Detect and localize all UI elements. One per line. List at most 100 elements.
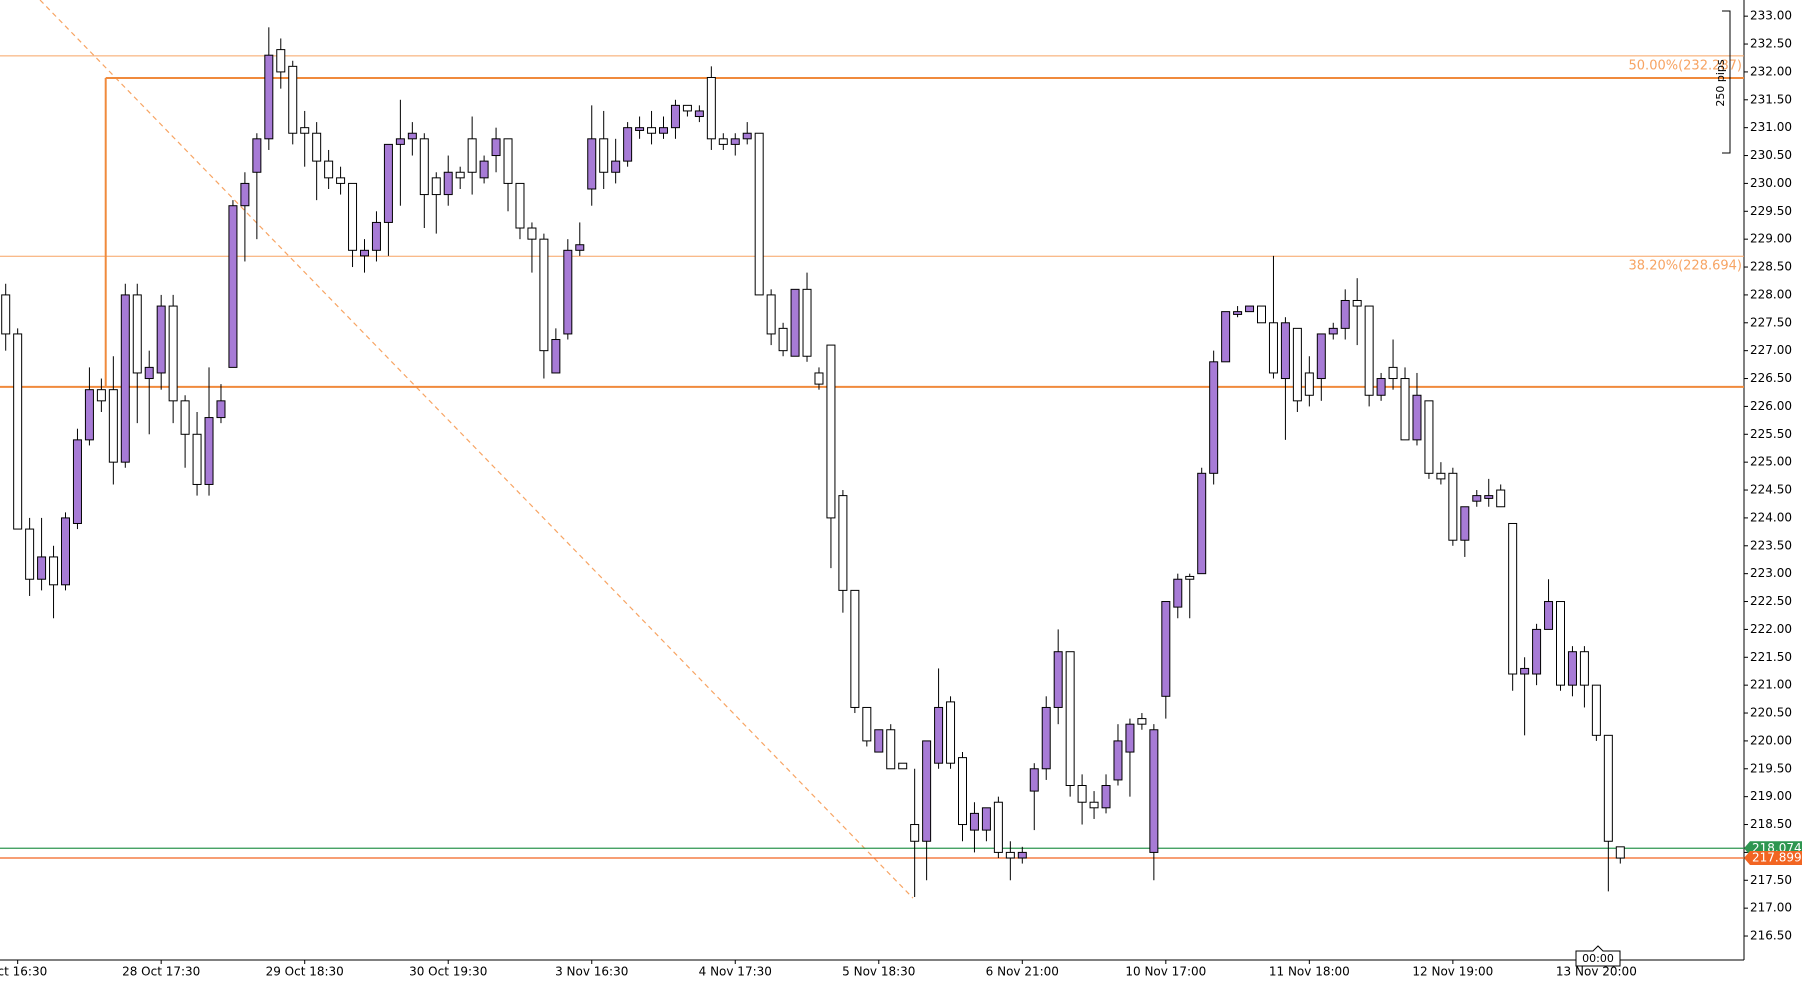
candle-body (240, 182, 250, 207)
candle-body (180, 400, 190, 435)
y-tick-label: 225.50 (1750, 427, 1792, 441)
candle-body (1053, 651, 1063, 708)
candle-body (72, 439, 82, 524)
cursor-time-box (1575, 945, 1621, 967)
candle-body (1400, 378, 1410, 441)
cursor-time-label: 00:00 (1582, 952, 1614, 965)
candle-body (383, 143, 393, 223)
candle-body (1364, 305, 1374, 396)
candle-body (1603, 734, 1613, 842)
candle-body (1340, 299, 1350, 329)
trend-line (39, 0, 914, 899)
candle-body (156, 305, 166, 374)
candle-body (730, 138, 740, 145)
candle-body (324, 160, 334, 179)
candle-body (551, 339, 561, 374)
candle-body (1567, 651, 1577, 686)
candle-body (635, 127, 645, 131)
y-tick-label: 222.00 (1750, 622, 1792, 636)
y-tick-label: 230.00 (1750, 176, 1792, 190)
candle-body (934, 706, 944, 764)
y-tick-label: 219.50 (1750, 761, 1792, 775)
candle-body (886, 729, 896, 770)
candle-body (527, 227, 537, 240)
candle-body (682, 104, 692, 112)
candle-body (1245, 305, 1255, 313)
candle-body (467, 138, 477, 173)
y-tick-label: 232.00 (1750, 64, 1792, 78)
y-tick-label: 227.50 (1750, 315, 1792, 329)
candle-body (862, 706, 872, 742)
candle-body (1209, 361, 1219, 474)
candle-body (802, 288, 812, 357)
candle-body (778, 327, 788, 352)
candle-body (718, 138, 728, 145)
candle-body (1268, 322, 1278, 374)
candle-body (1436, 472, 1446, 480)
candle-body (1197, 472, 1207, 575)
candle-body (539, 238, 549, 352)
candle-body (1544, 601, 1554, 630)
candle-body (958, 757, 967, 826)
candle-body (1065, 651, 1075, 787)
candle-body (1113, 740, 1123, 781)
y-tick-label: 219.00 (1750, 789, 1792, 803)
candle-body (1005, 851, 1015, 859)
candle-body (1137, 718, 1147, 725)
y-tick-label: 226.00 (1750, 399, 1792, 413)
candle-body (192, 433, 202, 485)
candle-body (611, 160, 621, 173)
y-tick-label: 229.50 (1750, 204, 1792, 218)
candle-body (922, 740, 932, 842)
y-tick-label: 216.50 (1750, 929, 1792, 943)
candle-body (1532, 628, 1542, 675)
candle-body (1591, 684, 1601, 736)
candle-body (790, 288, 800, 357)
x-tick-label: 29 Oct 18:30 (266, 965, 344, 979)
candle-body (168, 305, 178, 402)
y-tick-label: 218.50 (1750, 817, 1792, 831)
range-label: 250 pips (1714, 59, 1727, 107)
candle-body (443, 171, 453, 196)
candle-body (838, 495, 848, 591)
candle-body (419, 138, 429, 196)
x-tick-label: 30 Oct 19:30 (409, 965, 487, 979)
y-tick-label: 231.00 (1750, 120, 1792, 134)
candle-body (288, 65, 298, 134)
candle-body (1388, 366, 1398, 380)
candle-body (228, 205, 238, 368)
y-tick-label: 231.50 (1750, 92, 1792, 106)
candle-body (623, 127, 633, 162)
candle-body (407, 132, 417, 140)
candle-body (144, 366, 154, 380)
fib-level-label: 38.20%(228.694) (1629, 259, 1742, 274)
candle-body (969, 812, 979, 831)
candle-body (479, 160, 489, 179)
candle-body (336, 177, 346, 184)
y-tick-label: 225.00 (1750, 455, 1792, 469)
range-bracket (1722, 10, 1731, 154)
candle-body (371, 221, 381, 251)
x-tick-label: 3 Nov 16:30 (555, 965, 628, 979)
candle-body (1508, 522, 1518, 675)
candle-body (1041, 706, 1051, 770)
candle-body (25, 528, 35, 580)
x-tick-label: 10 Nov 17:00 (1125, 965, 1206, 979)
candle-body (826, 344, 836, 519)
candle-body (515, 182, 525, 229)
y-tick-label: 224.50 (1750, 483, 1792, 497)
candle-body (1125, 723, 1135, 753)
candle-body (1496, 489, 1506, 508)
candle-body (264, 54, 274, 140)
candle-body (216, 400, 226, 419)
candle-body (1328, 327, 1338, 335)
candle-body (300, 127, 310, 134)
candle-body (587, 138, 597, 190)
x-tick-label: 13 Nov 20:00 (1556, 965, 1637, 979)
candle-body (1556, 601, 1565, 686)
y-tick-label: 233.00 (1750, 9, 1792, 23)
x-tick-label: 11 Nov 18:00 (1269, 965, 1350, 979)
candle-body (503, 138, 513, 184)
